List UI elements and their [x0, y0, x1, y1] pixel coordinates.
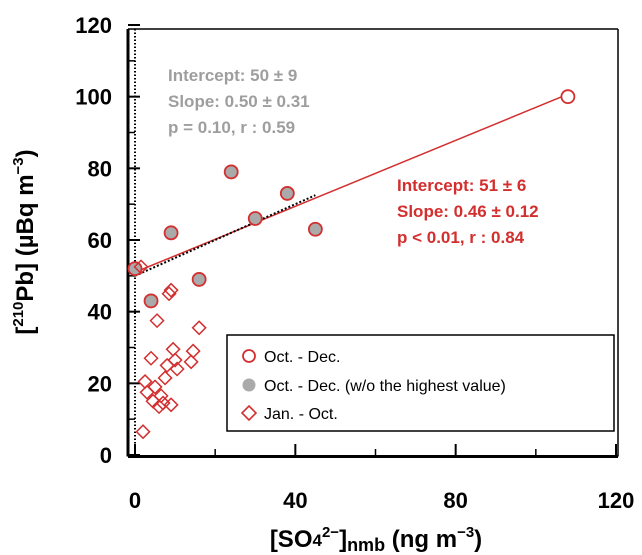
y-tick-label: 40 — [88, 300, 112, 325]
point-jan-oct — [153, 388, 169, 404]
fit-label-oct-dec-line: Slope: 0.46 ± 0.12 — [397, 202, 539, 221]
point-jan-oct — [135, 424, 151, 440]
legend-marker-oct-dec — [242, 349, 256, 363]
y-tick-label: 20 — [88, 371, 112, 396]
x-tick-label: 80 — [443, 488, 467, 513]
x-axis-title: [SO42−]nmb (ng m−3) — [270, 524, 482, 555]
fit-annotations: Intercept: 51 ± 6 Slope: 0.46 ± 0.12 p < 0… — [168, 66, 539, 247]
y-tick-label: 80 — [88, 156, 112, 181]
x-axis-ticks: 0 40 80 120 — [129, 444, 634, 513]
legend-label-oct-dec-wo-highest: Oct. - Dec. (w/o the highest value) — [264, 378, 506, 395]
y-tick-label: 60 — [88, 228, 112, 253]
fit-line-oct-dec — [134, 93, 569, 273]
y-tick-label: 120 — [75, 13, 112, 38]
point-jan-oct — [161, 286, 177, 302]
point-jan-oct — [143, 350, 159, 366]
point-jan-oct — [155, 395, 171, 411]
fit-label-oct-dec-wo-highest-line: Intercept: 50 ± 9 — [168, 66, 297, 85]
fit-label-oct-dec-line: p < 0.01, r : 0.84 — [397, 228, 525, 247]
plot-frame — [126, 28, 619, 458]
y-axis-ticks: 0 20 40 60 80 100 120 — [75, 13, 140, 468]
x-tick-label: 40 — [283, 488, 307, 513]
point-jan-oct — [133, 259, 149, 275]
fit-label-oct-dec-line: Intercept: 51 ± 6 — [397, 176, 526, 195]
point-jan-oct — [165, 341, 181, 357]
point-oct-dec — [279, 186, 295, 201]
point-oct-dec — [247, 211, 263, 226]
legend-label-oct-dec: Oct. - Dec. — [264, 349, 340, 366]
point-jan-oct — [151, 399, 167, 415]
point-jan-oct — [163, 282, 179, 298]
point-jan-oct — [185, 343, 201, 359]
data-points — [127, 89, 576, 440]
y-axis-title: [210Pb] (µBq m−3) — [10, 149, 39, 334]
fit-lines — [134, 93, 569, 277]
point-jan-oct — [183, 354, 199, 370]
point-jan-oct — [169, 361, 185, 377]
legend-box — [226, 334, 615, 432]
y-tick-label: 0 — [100, 443, 112, 468]
legend-marker-oct-dec-wo-highest — [242, 378, 256, 392]
point-oct-dec — [143, 293, 159, 309]
point-oct-dec — [560, 89, 576, 105]
y-tick-label: 100 — [75, 85, 112, 110]
point-jan-oct — [157, 370, 173, 386]
point-jan-oct — [163, 397, 179, 413]
legend: Oct. - Dec. Oct. - Dec. (w/o the highest… — [226, 334, 615, 432]
point-jan-oct — [147, 379, 163, 395]
legend-label-jan-oct: Jan. - Oct. — [264, 406, 338, 423]
point-oct-dec — [307, 221, 323, 237]
point-jan-oct — [191, 320, 207, 336]
fit-label-oct-dec-wo-highest-line: p = 0.10, r : 0.59 — [168, 118, 295, 137]
point-oct-dec — [127, 261, 143, 277]
point-oct-dec — [223, 164, 239, 180]
point-oct-dec — [163, 225, 179, 241]
point-jan-oct — [149, 313, 165, 329]
legend-marker-jan-oct — [240, 404, 258, 422]
fit-line-oct-dec-wo-highest — [134, 194, 316, 277]
point-oct-dec — [191, 272, 207, 287]
x-tick-label: 120 — [598, 488, 635, 513]
point-jan-oct — [167, 352, 183, 368]
x-tick-label: 0 — [129, 488, 141, 513]
fit-label-oct-dec-wo-highest-line: Slope: 0.50 ± 0.31 — [168, 92, 310, 111]
